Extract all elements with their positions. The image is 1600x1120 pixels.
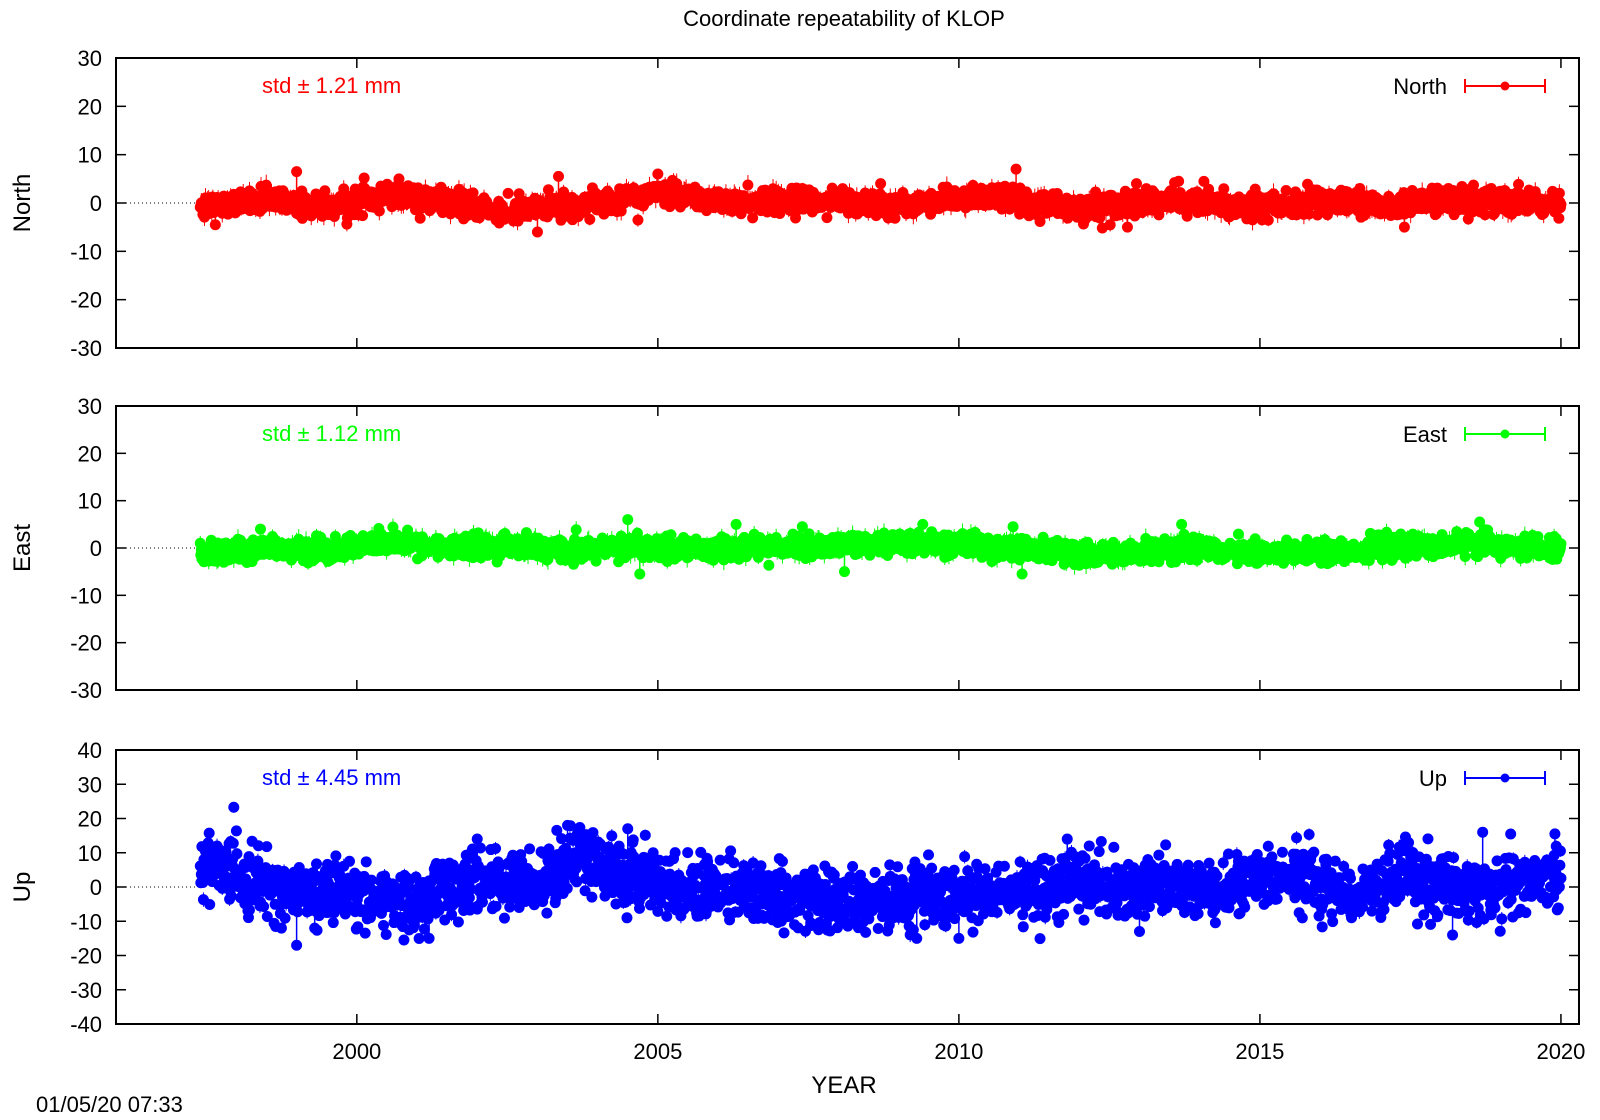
data-point bbox=[414, 212, 426, 224]
outlier-point bbox=[209, 219, 221, 231]
data-point bbox=[467, 187, 479, 199]
y-tick-label: -30 bbox=[70, 336, 102, 361]
outlier-point bbox=[1010, 163, 1022, 175]
data-point bbox=[1218, 183, 1230, 195]
data-point bbox=[742, 179, 754, 191]
y-tick-label: 30 bbox=[78, 46, 102, 71]
y-tick-label: 0 bbox=[90, 536, 102, 561]
outlier-point bbox=[1130, 178, 1142, 190]
data-point bbox=[584, 213, 596, 225]
data-point bbox=[1104, 219, 1116, 231]
data-point bbox=[1468, 179, 1480, 191]
outlier-point bbox=[291, 166, 303, 178]
y-tick-label: 0 bbox=[90, 191, 102, 216]
legend-label: East bbox=[1403, 422, 1447, 447]
outlier-point bbox=[1173, 175, 1185, 187]
data-point bbox=[1262, 214, 1274, 226]
std-annotation: std ± 1.12 mm bbox=[262, 421, 401, 446]
data-point bbox=[1280, 185, 1292, 197]
chart-title: Coordinate repeatability of KLOP bbox=[683, 6, 1005, 31]
std-annotation: std ± 1.21 mm bbox=[262, 73, 401, 98]
outlier-point bbox=[1398, 221, 1410, 233]
data-point bbox=[632, 214, 644, 226]
data-point bbox=[358, 172, 370, 184]
outlier-point bbox=[652, 168, 664, 180]
outlier-point bbox=[875, 178, 887, 190]
data-point bbox=[1513, 178, 1525, 190]
y-tick-label: 10 bbox=[78, 143, 102, 168]
data-series-east bbox=[194, 514, 1567, 580]
outlier-point bbox=[553, 170, 565, 182]
outlier-point bbox=[531, 226, 543, 238]
y-tick-label: -30 bbox=[70, 678, 102, 703]
legend-marker bbox=[1500, 429, 1510, 439]
data-point bbox=[1153, 209, 1165, 221]
data-point bbox=[502, 187, 514, 199]
data-point bbox=[1034, 215, 1046, 227]
data-series-north bbox=[194, 163, 1567, 238]
data-point bbox=[1555, 198, 1567, 210]
legend-marker bbox=[1500, 81, 1510, 91]
outlier-point bbox=[1121, 221, 1133, 233]
y-tick-label: 30 bbox=[78, 394, 102, 419]
data-point bbox=[1553, 212, 1565, 224]
legend-label: North bbox=[1393, 74, 1447, 99]
data-point bbox=[402, 524, 414, 536]
y-tick-label: -20 bbox=[70, 288, 102, 313]
y-axis-label: East bbox=[9, 524, 36, 572]
y-axis-label: North bbox=[9, 174, 36, 233]
y-tick-label: -20 bbox=[70, 631, 102, 656]
y-tick-label: -10 bbox=[70, 583, 102, 608]
data-point bbox=[357, 210, 369, 222]
outlier-point bbox=[393, 173, 405, 185]
y-tick-label: -10 bbox=[70, 239, 102, 264]
y-tick-label: 20 bbox=[78, 441, 102, 466]
panel-east: -30 -20 -10 0 10 20 30 East std ± 1.12 mm East bbox=[9, 394, 1580, 703]
panel-north: -30 -20 -10 0 10 20 30 North std ± 1.21 mm North bbox=[9, 46, 1580, 361]
y-tick-label: 10 bbox=[78, 489, 102, 514]
y-tick-label: 20 bbox=[78, 94, 102, 119]
